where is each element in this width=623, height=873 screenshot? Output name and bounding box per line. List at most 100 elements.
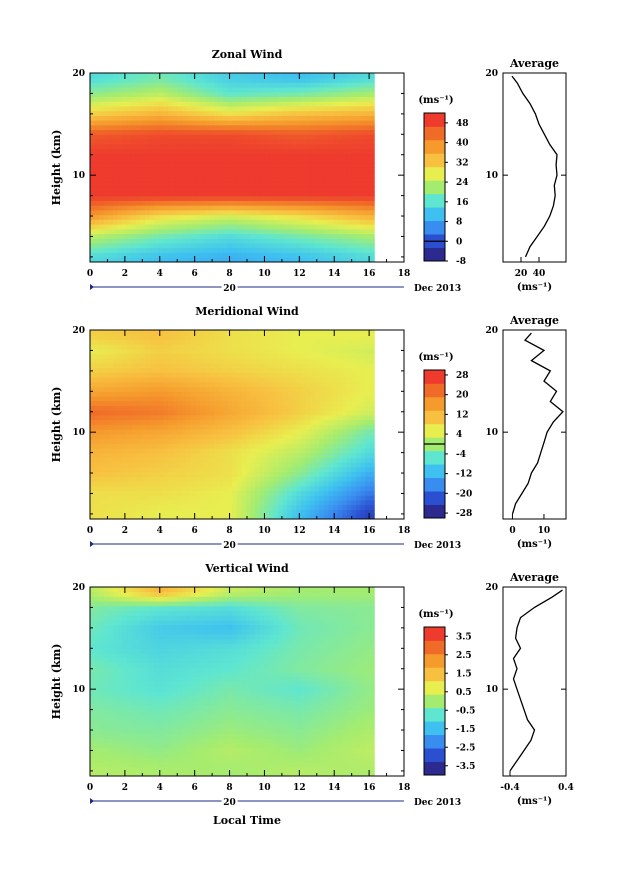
heatmap-cell bbox=[94, 367, 100, 373]
heatmap-cell bbox=[209, 87, 215, 93]
heatmap-cell bbox=[135, 214, 141, 220]
heatmap-cell bbox=[305, 348, 311, 355]
heatmap-cell bbox=[287, 339, 293, 345]
heatmap-cell bbox=[305, 243, 311, 249]
heatmap-cell bbox=[145, 129, 151, 135]
heatmap-cell bbox=[310, 181, 316, 187]
heatmap-cell bbox=[236, 238, 242, 244]
heatmap-cell bbox=[108, 172, 114, 178]
heatmap-cell bbox=[369, 233, 375, 239]
heatmap-cell bbox=[282, 252, 288, 258]
heatmap-cell bbox=[154, 82, 160, 88]
heatmap-cell bbox=[236, 467, 242, 473]
heatmap-cell bbox=[227, 252, 233, 258]
heatmap-cell bbox=[154, 353, 160, 359]
heatmap-cell bbox=[287, 153, 293, 159]
heatmap-cell bbox=[236, 424, 242, 430]
heatmap-cell bbox=[131, 476, 137, 482]
heatmap-cell bbox=[126, 115, 132, 121]
heatmap-cell bbox=[223, 167, 228, 173]
heatmap-cell bbox=[108, 495, 114, 501]
heatmap-cell bbox=[255, 467, 261, 473]
heatmap-cell bbox=[154, 367, 160, 373]
heatmap-cell bbox=[360, 495, 366, 501]
heatmap-cell bbox=[342, 252, 348, 258]
heatmap-cell bbox=[232, 87, 238, 93]
heatmap-cell bbox=[305, 124, 311, 131]
heatmap-cell bbox=[273, 82, 279, 88]
heatmap-cell bbox=[314, 195, 320, 201]
heatmap-cell bbox=[323, 334, 329, 340]
heatmap-cell bbox=[223, 504, 228, 510]
colorbar-tick-label: 48 bbox=[456, 119, 469, 129]
heatmap-cell bbox=[268, 224, 274, 230]
heatmap-cell bbox=[195, 101, 201, 107]
heatmap-cell bbox=[346, 73, 352, 79]
heatmap-cell bbox=[172, 448, 178, 454]
heatmap-cell bbox=[305, 87, 311, 93]
heatmap-cell bbox=[365, 243, 371, 249]
heatmap-cell bbox=[204, 91, 210, 98]
heatmap-cell bbox=[337, 400, 343, 407]
heatmap-cell bbox=[209, 219, 215, 225]
heatmap-cell bbox=[117, 176, 123, 183]
heatmap-cell bbox=[223, 419, 228, 425]
heatmap-cell bbox=[300, 363, 306, 369]
heatmap-cell bbox=[342, 471, 348, 477]
heatmap-cell bbox=[342, 158, 348, 164]
heatmap-cell bbox=[145, 134, 151, 140]
heatmap-cell bbox=[236, 514, 242, 520]
heatmap-cell bbox=[154, 514, 160, 520]
heatmap-cell bbox=[163, 405, 169, 411]
heatmap-cell bbox=[323, 358, 329, 364]
heatmap-cell bbox=[245, 77, 251, 83]
heatmap-cell bbox=[213, 91, 219, 98]
heatmap-cell bbox=[323, 134, 329, 140]
heatmap-cell bbox=[310, 172, 316, 178]
heatmap-cell bbox=[131, 410, 137, 416]
heatmap-cell bbox=[122, 205, 128, 211]
heatmap-cell bbox=[177, 363, 183, 369]
heatmap-cell bbox=[131, 353, 137, 359]
heatmap-cell bbox=[296, 214, 302, 220]
heatmap-cell bbox=[232, 330, 238, 336]
heatmap-cell bbox=[305, 162, 311, 168]
heatmap-cell bbox=[236, 386, 242, 392]
heatmap-cell bbox=[140, 481, 146, 487]
heatmap-cell bbox=[314, 448, 320, 454]
heatmap-cell bbox=[245, 120, 251, 126]
heatmap-cell bbox=[369, 228, 375, 235]
colorbar-tick-label: 0 bbox=[456, 237, 462, 247]
heatmap-cell bbox=[319, 467, 325, 473]
heatmap-cell bbox=[342, 381, 348, 388]
heatmap-cell bbox=[163, 481, 169, 487]
heatmap-cell bbox=[200, 429, 206, 435]
heatmap-cell bbox=[287, 172, 293, 178]
heatmap-cell bbox=[167, 214, 173, 220]
heatmap-cell bbox=[195, 391, 201, 397]
heatmap-cell bbox=[154, 158, 160, 164]
heatmap-cell bbox=[245, 224, 251, 230]
heatmap-cell bbox=[218, 429, 224, 435]
heatmap-cell bbox=[236, 153, 242, 159]
heatmap-cell bbox=[264, 372, 270, 378]
heatmap-cell bbox=[291, 181, 297, 187]
heatmap-cell bbox=[255, 424, 261, 430]
heatmap-cell bbox=[126, 433, 132, 440]
heatmap-cell bbox=[117, 153, 123, 159]
heatmap-cell bbox=[282, 415, 288, 421]
heatmap-cell bbox=[323, 330, 329, 336]
heatmap-cell bbox=[149, 429, 155, 435]
heatmap-cell bbox=[291, 167, 297, 173]
heatmap-cell bbox=[236, 448, 242, 454]
heatmap-cell bbox=[209, 205, 215, 211]
colorbar-tick-label: 8 bbox=[456, 218, 462, 228]
heatmap-cell bbox=[310, 334, 316, 340]
heatmap-cell bbox=[186, 462, 192, 468]
heatmap-cell bbox=[131, 172, 137, 178]
heatmap-cell bbox=[305, 176, 311, 183]
heatmap-cell bbox=[333, 172, 339, 178]
heatmap-cell bbox=[319, 243, 325, 249]
heatmap-cell bbox=[126, 476, 132, 482]
heatmap-cell bbox=[117, 424, 123, 430]
